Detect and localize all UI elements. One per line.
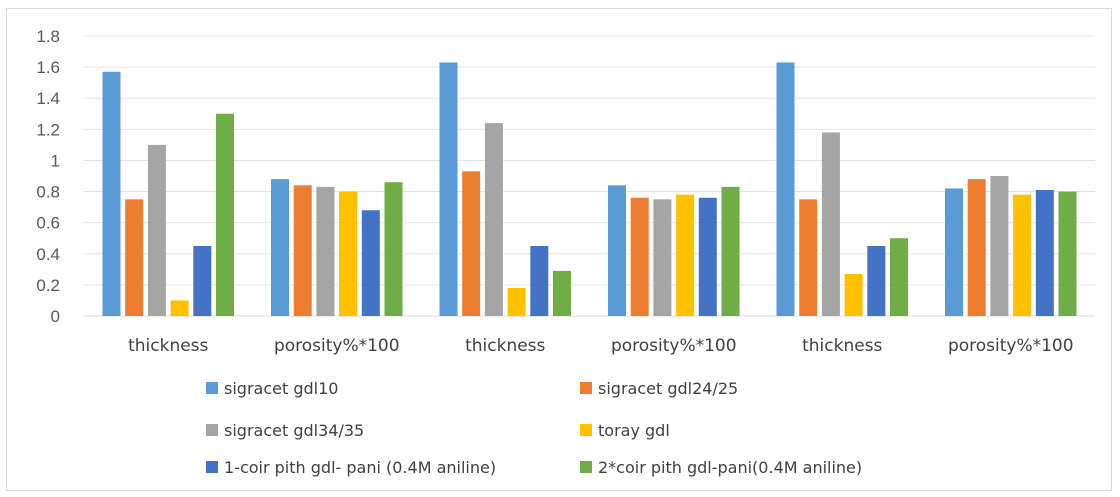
bar [608, 185, 626, 316]
y-tick-label: 1.2 [36, 120, 60, 139]
bar [339, 191, 358, 316]
bar [125, 199, 144, 316]
y-tick-label: 0.8 [36, 183, 60, 202]
bar [945, 188, 963, 316]
x-category-label: porosity%*100 [611, 336, 737, 356]
y-tick-label: 1 [51, 151, 60, 170]
bar [530, 246, 549, 316]
bar [216, 113, 234, 317]
y-tick-label: 0.4 [36, 245, 60, 264]
y-tick-label: 0.2 [36, 276, 60, 295]
gridlines [84, 35, 1095, 317]
bar [462, 171, 481, 316]
bar [1035, 190, 1054, 316]
bar [867, 246, 886, 316]
bar [484, 123, 503, 316]
legend-swatch [206, 424, 218, 436]
x-category-label: thickness [128, 336, 208, 356]
bar [653, 199, 672, 316]
bar [721, 186, 740, 316]
legend-entry: sigracet gdl10 [224, 379, 338, 398]
bar [193, 246, 212, 316]
x-axis: thickness porosity%*100 thickness porosity%… [128, 336, 1073, 356]
bar [630, 197, 649, 316]
y-tick-label: 1.8 [36, 27, 60, 46]
bar [361, 210, 380, 316]
bar [170, 300, 189, 316]
legend-entry: 2*coir pith gdl-pani(0.4M aniline) [598, 458, 862, 477]
y-tick-label: 1.4 [36, 89, 60, 108]
bar [384, 182, 403, 316]
bar [507, 288, 526, 316]
legend-swatch [206, 382, 218, 394]
bar [147, 144, 166, 316]
bar [1013, 194, 1032, 316]
bar [553, 270, 571, 316]
x-category-label: porosity%*100 [948, 336, 1074, 356]
legend-entry: toray gdl [598, 421, 670, 440]
bar [821, 132, 840, 316]
bar [698, 197, 717, 316]
legend-swatch [580, 424, 592, 436]
chart-frame [6, 8, 1112, 491]
bar [271, 179, 289, 316]
legend: sigracet gdl10 sigracet gdl24/25 sigracet … [206, 379, 862, 477]
y-tick-label: 1.6 [36, 58, 60, 77]
bar [293, 185, 312, 316]
y-tick-label: 0.6 [36, 214, 60, 233]
legend-swatch [580, 382, 592, 394]
bar [439, 62, 458, 316]
bar [316, 186, 335, 316]
bar [776, 62, 795, 316]
legend-entry: sigracet gdl24/25 [598, 379, 738, 398]
bars [102, 62, 1077, 317]
x-category-label: porosity%*100 [274, 336, 400, 356]
y-axis-ticks: 0 0.2 0.4 0.6 0.8 1 1.2 1.4 1.6 1.8 [36, 27, 60, 326]
x-category-label: thickness [465, 336, 545, 356]
bar [990, 176, 1009, 316]
bar [102, 71, 121, 317]
legend-swatch [206, 461, 218, 473]
legend-entry: 1-coir pith gdl- pani (0.4M aniline) [224, 458, 496, 477]
bar [844, 274, 863, 316]
bar [890, 238, 908, 316]
legend-swatch [580, 461, 592, 473]
y-tick-label: 0 [51, 307, 60, 326]
legend-entry: sigracet gdl34/35 [224, 421, 364, 440]
bar [676, 194, 695, 316]
bar [967, 179, 986, 316]
bar [799, 199, 818, 316]
bar [1058, 191, 1077, 316]
x-category-label: thickness [802, 336, 882, 356]
